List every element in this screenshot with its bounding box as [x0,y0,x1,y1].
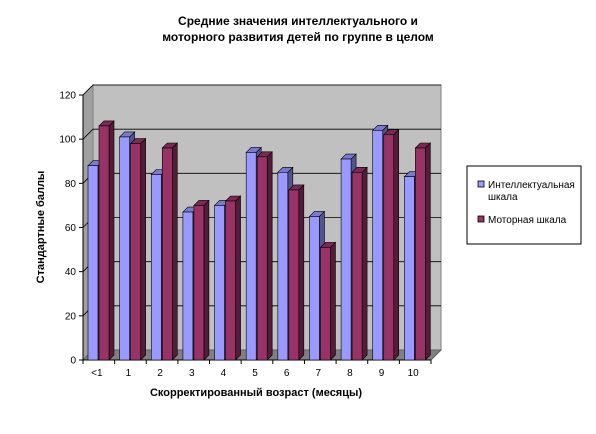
legend-label-intellectual-line-1: Интеллектуальная [488,180,575,191]
x-tick-label: <1 [91,368,103,379]
bar-side [171,142,178,361]
bar [277,171,289,361]
y-axis-title: Стандартные баллы [35,171,47,284]
gridline [82,128,441,140]
y-tick-label: 120 [59,91,76,102]
bar-side [393,129,400,361]
x-tick-label: 3 [189,368,195,379]
bar [372,130,384,361]
y-tick-label: 80 [65,179,77,190]
bar [245,152,257,361]
bar [119,136,130,361]
x-tick-label: 10 [408,368,420,379]
legend-swatch-intellectual [477,180,485,188]
x-tick-label: 6 [284,368,290,379]
legend-label-intellectual-line-2: шкала [488,192,518,203]
legend-box [466,165,582,245]
x-tick-label: 2 [157,368,163,379]
x-tick-label: 1 [126,368,132,379]
y-tick-label: 40 [65,267,77,278]
x-tick-label: 7 [315,368,321,379]
bar-side [203,199,210,361]
bar [351,171,363,361]
bar [225,200,236,361]
legend-swatch-motor [477,215,485,223]
bar [383,134,395,361]
bar [98,125,110,361]
y-tick-label: 20 [65,311,77,322]
bar [415,147,426,361]
y-tick-label: 100 [59,135,76,146]
bar [214,205,225,361]
chart-title-line-1: Средние значения интеллектуального и [178,14,418,28]
legend-label-motor: Моторная шкала [488,215,567,226]
bar [309,216,320,361]
bar-side [108,120,115,361]
bar [340,158,352,361]
bar [256,156,268,361]
chart-title-line-2: моторного развития детей по группе в цел… [162,30,434,44]
x-tick-label: 9 [379,368,385,379]
bar [150,174,162,361]
bar [87,165,99,361]
x-tick-label: 5 [252,368,258,379]
y-tick-label: 0 [70,356,76,367]
bar [182,211,194,361]
y-tick-label: 60 [65,223,77,234]
x-axis-title: Скорректированный возраст (месяцы) [150,387,362,399]
bar-side [330,241,336,361]
bar-side [266,151,273,361]
bar-side [361,166,368,361]
x-tick-label: 8 [347,368,353,379]
legend: Интеллектуальная шкала Моторная шкала [466,165,582,245]
bar [130,143,141,361]
plot-area: 0 20 40 60 80 100 120 <1 1 2 3 4 5 6 7 8 9 10 [59,83,443,379]
bar-side [140,137,146,361]
bar [320,247,331,361]
x-tick-label: 4 [221,368,227,379]
bar [193,205,205,361]
bar-side [425,142,431,361]
bar [161,147,173,361]
gridline [82,84,441,96]
bar [288,189,300,361]
bar-side [235,195,241,361]
bar [404,176,415,361]
bar-side [298,184,305,361]
